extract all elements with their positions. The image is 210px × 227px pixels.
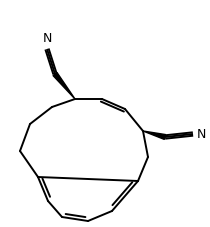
Polygon shape: [143, 131, 166, 140]
Text: N: N: [42, 32, 52, 45]
Polygon shape: [53, 73, 75, 100]
Text: N: N: [197, 128, 206, 141]
